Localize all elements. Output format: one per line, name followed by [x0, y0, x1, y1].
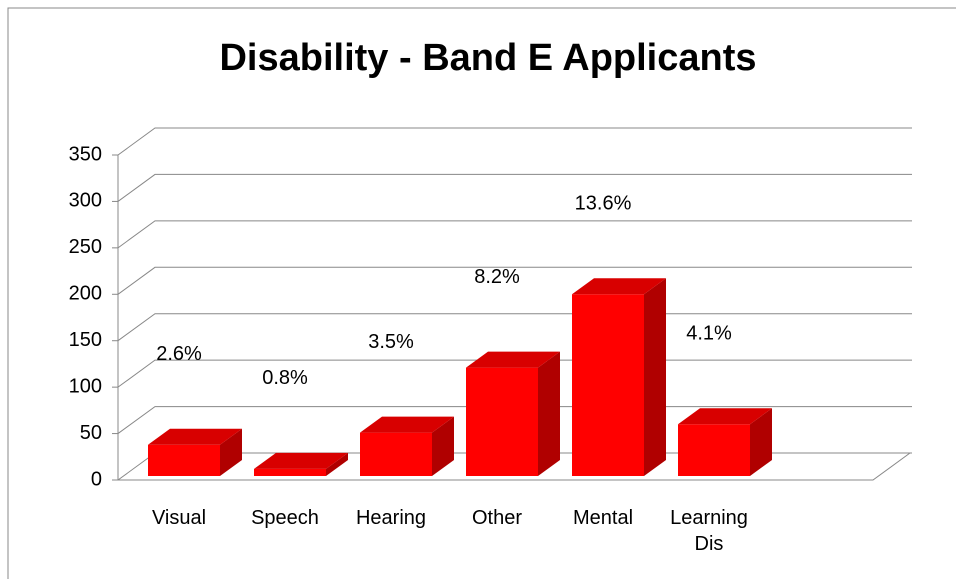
y-tick-label: 250 [69, 236, 102, 258]
bar-top [254, 452, 348, 469]
bar-front [360, 432, 432, 476]
bar [254, 452, 348, 476]
bar-front [678, 424, 750, 476]
y-tick-label: 300 [69, 190, 102, 212]
floor [118, 452, 911, 481]
y-tick-label: 100 [69, 375, 102, 397]
grid-line [117, 173, 912, 202]
x-tick-label: Hearing [355, 507, 427, 529]
bar-side [644, 278, 666, 476]
grid-line [117, 127, 912, 156]
bar-front [254, 468, 326, 476]
data-label: 13.6% [575, 193, 632, 215]
bar-top [360, 416, 454, 433]
bar [148, 428, 242, 476]
x-tick-label: Mental [572, 507, 634, 529]
bar-top [148, 428, 242, 445]
y-tick-label: 0 [91, 468, 102, 490]
bar-side [326, 452, 348, 476]
grid-line [117, 266, 912, 295]
x-tick-label: Speech [251, 507, 319, 529]
bar-side [220, 428, 242, 476]
data-label: 2.6% [156, 343, 202, 365]
bar-front [572, 294, 644, 476]
bar-side [750, 408, 772, 476]
x-tick-label: Visual [151, 507, 207, 529]
data-label: 8.2% [474, 266, 520, 288]
bar [466, 351, 560, 476]
bar [572, 278, 666, 476]
y-tick-label: 50 [80, 422, 102, 444]
bar-side [432, 416, 454, 476]
bar-side [538, 351, 560, 476]
grid-line [117, 220, 912, 249]
x-tick-label: Learning Dis [670, 507, 748, 555]
chart-frame [7, 7, 956, 579]
data-label: 4.1% [686, 323, 732, 345]
data-label: 0.8% [262, 367, 308, 389]
y-tick-label: 150 [69, 329, 102, 351]
bar-top [678, 408, 772, 425]
bar-front [148, 444, 220, 476]
bar-top [466, 351, 560, 368]
y-tick-label: 350 [69, 143, 102, 165]
bar [360, 416, 454, 476]
bar-top [572, 278, 666, 295]
data-label: 3.5% [368, 331, 414, 353]
bar-front [466, 367, 538, 476]
chart-title: Disability - Band E Applicants [219, 37, 756, 79]
y-tick-label: 200 [69, 283, 102, 305]
bar [678, 408, 772, 476]
x-tick-label: Other [471, 507, 523, 529]
